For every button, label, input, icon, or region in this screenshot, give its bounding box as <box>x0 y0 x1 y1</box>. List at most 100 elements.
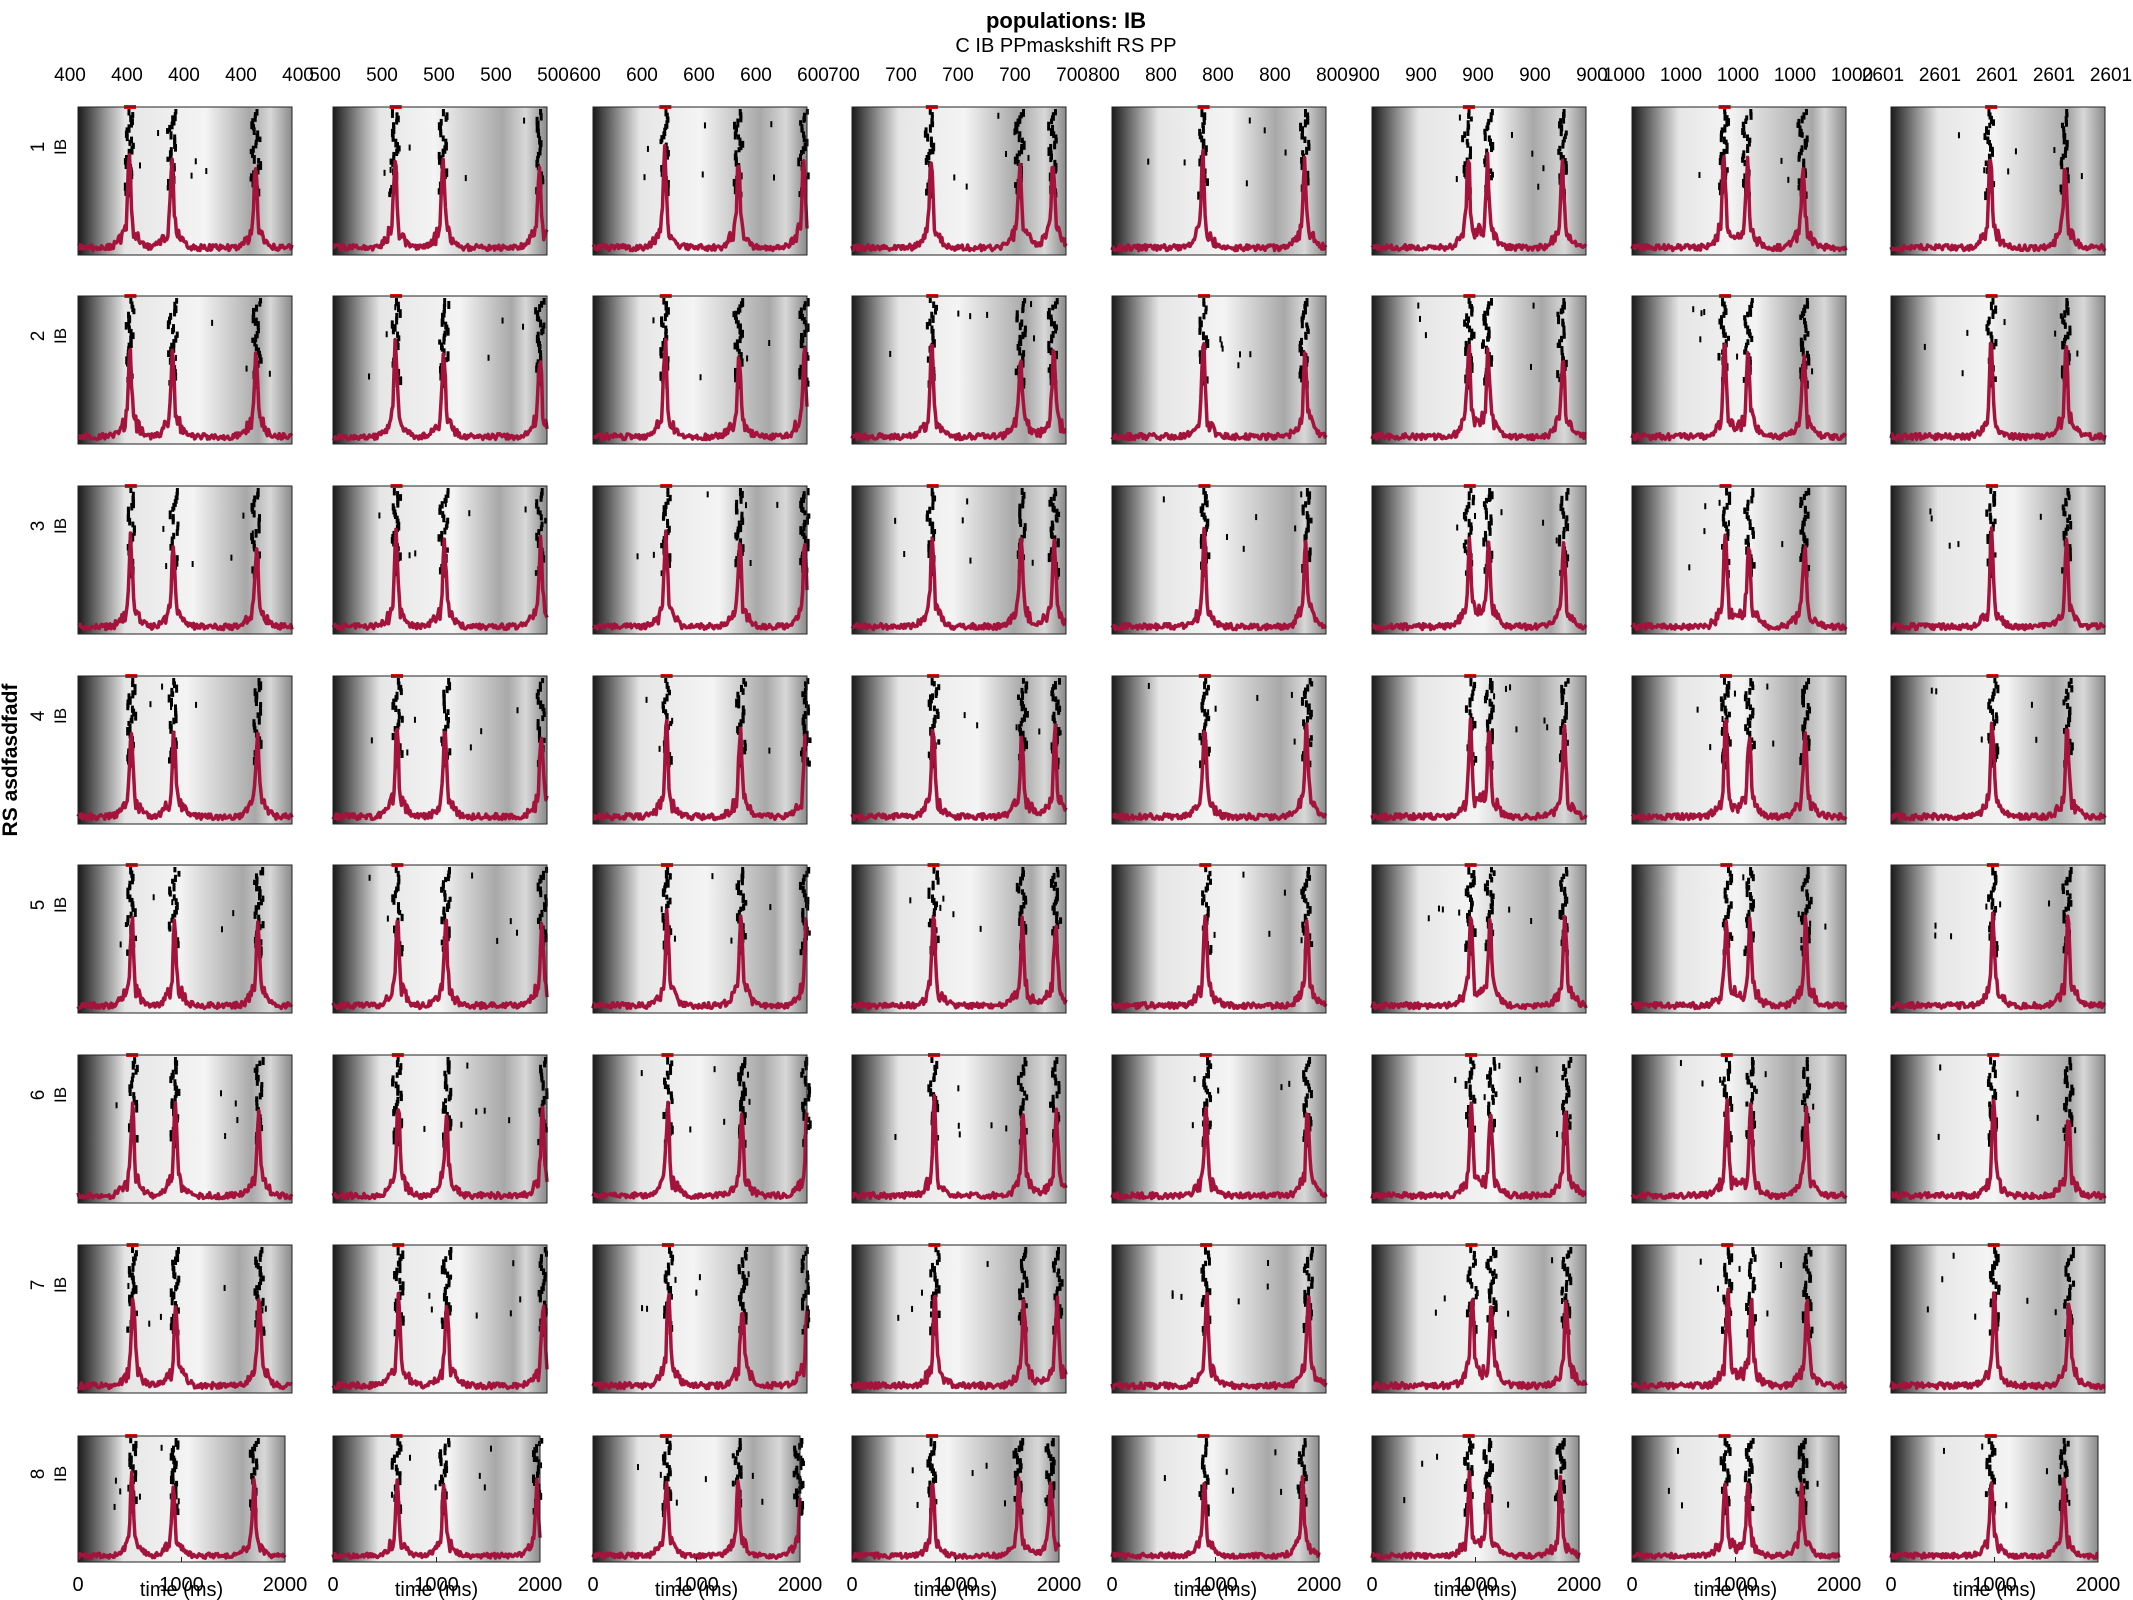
panel-frame <box>77 864 293 1014</box>
panel-frame <box>851 1054 1067 1204</box>
spike-mark <box>1488 488 1492 496</box>
spike-mark <box>1704 503 1707 510</box>
spike-mark <box>1204 494 1208 500</box>
spike-mark <box>1742 874 1745 881</box>
spike-mark <box>167 350 171 358</box>
spike-mark <box>1056 699 1060 706</box>
panel-6-900 <box>1370 1053 1587 1204</box>
spike-mark <box>1469 1247 1473 1254</box>
spike-mark <box>390 1461 394 1470</box>
spike-mark <box>801 336 805 344</box>
spike-mark <box>798 310 802 320</box>
spike-mark <box>802 304 806 311</box>
panel-6-500 <box>331 1053 549 1204</box>
spike-mark <box>1989 331 1993 339</box>
spike-mark <box>1489 138 1493 146</box>
column-header-value: 2601 <box>1919 65 1961 86</box>
spike-mark <box>1992 715 1995 722</box>
spike-mark <box>1024 1303 1028 1309</box>
panel-7-2601 <box>1889 1243 2106 1394</box>
spike-mark <box>256 324 260 330</box>
spike-mark <box>254 344 258 352</box>
spike-mark <box>1966 329 1969 336</box>
spike-mark <box>1467 532 1471 539</box>
spike-mark <box>537 132 541 138</box>
spike-mark <box>799 949 803 956</box>
spike-mark <box>540 1438 544 1444</box>
spike-mark <box>166 128 170 134</box>
spike-mark <box>801 915 805 923</box>
spike-mark <box>399 1444 403 1452</box>
spike-mark <box>1491 893 1495 900</box>
spike-mark <box>1484 497 1488 504</box>
spike-mark <box>929 1088 933 1097</box>
spike-mark <box>737 729 741 735</box>
spike-mark <box>807 1116 811 1123</box>
spike-mark <box>2065 109 2069 116</box>
spike-mark <box>934 308 938 315</box>
spike-mark <box>394 512 398 520</box>
spike-mark <box>174 335 178 343</box>
spike-mark <box>1301 754 1305 762</box>
spike-mark <box>1204 1260 1208 1267</box>
spike-mark <box>1022 1068 1026 1076</box>
spike-mark <box>1441 906 1444 913</box>
spike-mark <box>1018 503 1022 512</box>
spike-mark <box>1056 1254 1060 1261</box>
spike-mark <box>392 1454 396 1463</box>
spike-mark <box>260 1307 264 1314</box>
spike-mark <box>740 876 744 886</box>
spike-mark <box>1058 730 1062 736</box>
panel-frame <box>1371 485 1587 635</box>
spike-mark <box>2007 168 2010 175</box>
spike-mark <box>443 890 447 897</box>
spike-mark <box>936 1103 940 1113</box>
spike-mark <box>1986 537 1990 544</box>
spike-mark <box>524 506 527 513</box>
spike-mark <box>126 891 130 900</box>
spike-mark <box>1207 1257 1211 1266</box>
spike-mark <box>1197 191 1201 200</box>
spike-mark <box>1465 1111 1469 1120</box>
spike-mark <box>395 118 399 125</box>
spike-mark <box>1242 545 1245 552</box>
spike-mark <box>731 1453 735 1459</box>
spike-mark <box>173 867 177 873</box>
column-header-value: 800 <box>1316 65 1348 86</box>
spike-mark <box>2070 685 2074 693</box>
spike-mark <box>806 1274 810 1281</box>
spike-mark <box>1751 931 1755 938</box>
spike-mark <box>663 1081 667 1090</box>
panel-background <box>852 486 1066 634</box>
spike-mark <box>1991 1267 1995 1277</box>
spike-mark <box>1751 711 1755 719</box>
spike-mark <box>1022 530 1026 539</box>
spike-mark <box>1304 1066 1308 1073</box>
spike-mark <box>129 298 133 304</box>
rate-trace <box>1889 341 2107 442</box>
spike-mark <box>428 1292 431 1299</box>
spike-mark <box>1745 917 1749 923</box>
spike-mark <box>807 1083 811 1091</box>
spike-mark <box>1745 115 1749 121</box>
spike-mark <box>666 307 670 315</box>
spike-mark <box>1049 347 1053 356</box>
spike-mark <box>127 318 131 328</box>
spike-mark <box>544 517 548 524</box>
spike-mark <box>1750 870 1754 879</box>
panel-frame <box>1890 485 2106 635</box>
spike-mark <box>171 327 175 335</box>
rate-trace <box>1371 1298 1588 1391</box>
spike-mark <box>133 687 137 696</box>
spike-mark <box>259 161 263 170</box>
spike-mark <box>1716 1285 1719 1292</box>
spike-mark <box>1021 109 1025 117</box>
spike-mark <box>1489 168 1493 175</box>
spike-mark <box>444 524 448 530</box>
spike-mark <box>666 116 670 123</box>
spike-mark <box>2064 501 2068 507</box>
spike-mark <box>1200 1484 1204 1493</box>
spike-mark <box>1307 550 1311 558</box>
rate-trace <box>850 1294 1068 1391</box>
spike-mark <box>170 704 173 711</box>
